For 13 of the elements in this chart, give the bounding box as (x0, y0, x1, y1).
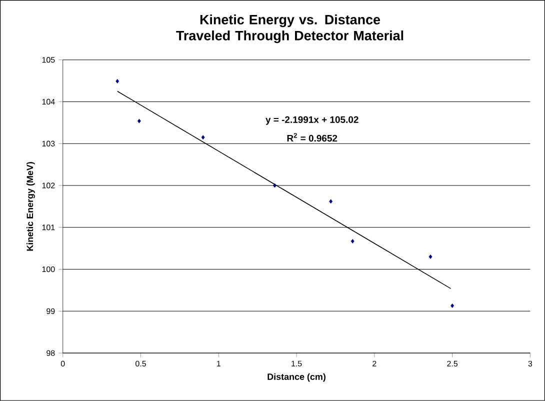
point (428, 254, 432, 259)
point (350, 239, 354, 244)
chart-title: Kinetic Energy vs. Distance Traveled Through Detector Material (176, 14, 404, 44)
point (116, 79, 120, 84)
point (450, 304, 454, 308)
annotation: y = -2.1991x + 105.02 (266, 116, 358, 125)
point (329, 199, 332, 204)
point (201, 135, 205, 140)
x-axis-title: Distance (cm) (268, 373, 326, 382)
annotation: R$^{2}$ = 0.9652 (287, 133, 338, 142)
point (273, 183, 276, 188)
y-axis-title: Kinetic Energy (MeV) (26, 162, 35, 251)
point (137, 118, 141, 124)
